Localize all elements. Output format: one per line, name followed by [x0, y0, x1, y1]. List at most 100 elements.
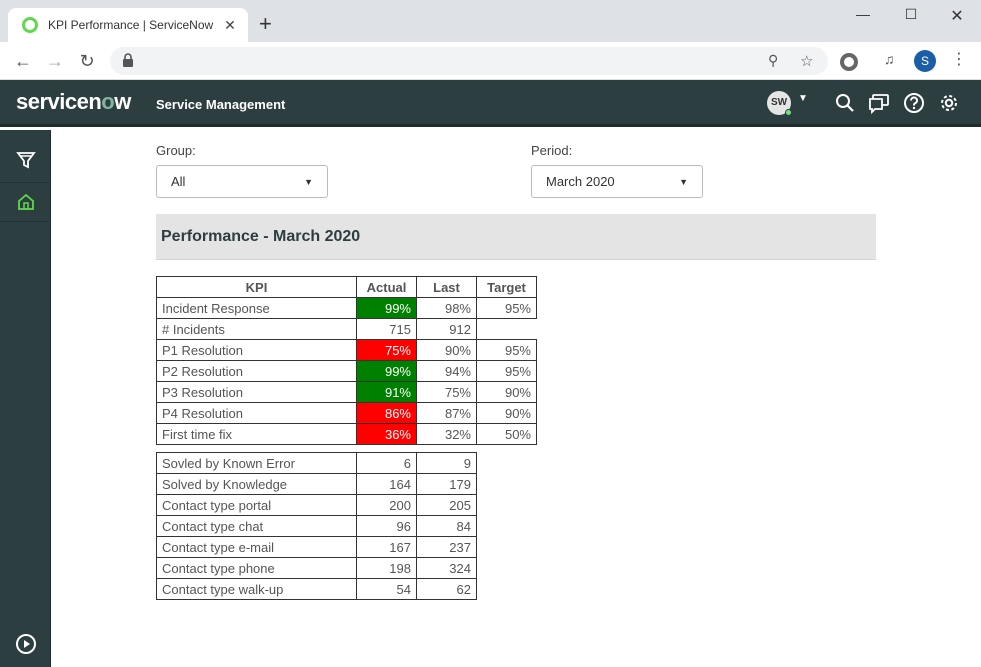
bookmark-star-icon[interactable]: ☆ — [800, 53, 814, 70]
kpi-last: 75% — [416, 381, 477, 403]
kpi-target — [476, 318, 537, 340]
table-row: Incident Response 99% 98% 95% — [156, 297, 537, 319]
group-select[interactable]: All ▼ — [156, 165, 328, 198]
table-row: Contact type chat 96 84 — [156, 515, 477, 537]
user-menu-caret-icon[interactable]: ▼ — [798, 93, 808, 104]
chevron-down-icon: ▼ — [304, 176, 313, 187]
period-select-value: March 2020 — [546, 174, 615, 189]
stat-actual: 164 — [356, 473, 417, 495]
kpi-last: 98% — [416, 297, 477, 319]
table-row: Contact type portal 200 205 — [156, 494, 477, 516]
table-row: Sovled by Known Error 6 9 — [156, 452, 477, 474]
kpi-name: P1 Resolution — [156, 339, 357, 361]
maximize-icon[interactable]: ☐ — [904, 6, 918, 22]
back-arrow-icon[interactable]: ← — [14, 51, 32, 71]
stat-last: 84 — [416, 515, 477, 537]
home-button[interactable] — [0, 182, 51, 222]
kpi-actual: 99% — [356, 297, 417, 319]
kpi-target: 95% — [476, 339, 537, 361]
play-button[interactable] — [0, 624, 51, 664]
online-status-dot — [785, 109, 792, 116]
kpi-target: 90% — [476, 402, 537, 424]
stat-last: 9 — [416, 452, 477, 474]
kpi-table: KPI Actual Last Target Incident Response… — [156, 276, 537, 445]
minimize-icon[interactable]: — — [856, 6, 870, 22]
profile-avatar[interactable]: S — [914, 50, 936, 72]
stat-name: Contact type phone — [156, 557, 357, 579]
kpi-actual: 99% — [356, 360, 417, 382]
media-control-icon[interactable]: ♫ — [884, 51, 895, 67]
stat-actual: 6 — [356, 452, 417, 474]
col-header-kpi: KPI — [156, 276, 357, 298]
kpi-actual: 75% — [356, 339, 417, 361]
period-label: Period: — [531, 143, 573, 158]
col-header-last: Last — [416, 276, 477, 298]
col-header-actual: Actual — [356, 276, 417, 298]
gear-icon[interactable] — [938, 92, 960, 114]
stat-name: Contact type walk-up — [156, 578, 357, 600]
browser-tab[interactable]: KPI Performance | ServiceNow ✕ — [8, 8, 248, 42]
stat-last: 324 — [416, 557, 477, 579]
chat-icon[interactable] — [868, 92, 890, 114]
main-content: Group: All ▼ Period: March 2020 ▼ Perfor… — [52, 130, 979, 667]
help-icon[interactable] — [903, 92, 925, 114]
table-row: Contact type walk-up 54 62 — [156, 578, 477, 600]
browser-toolbar: ← → ↻ ⚲ ☆ ♫ S ⋮ — [0, 42, 981, 80]
group-select-value: All — [171, 174, 186, 189]
search-icon[interactable] — [834, 92, 856, 114]
period-select[interactable]: March 2020 ▼ — [531, 165, 703, 198]
stat-actual: 198 — [356, 557, 417, 579]
tab-close-icon[interactable]: ✕ — [224, 16, 236, 33]
app-header: servicenow Service Management SW ▼ — [0, 80, 981, 127]
table-row: P2 Resolution 99% 94% 95% — [156, 360, 537, 382]
kpi-target: 90% — [476, 381, 537, 403]
new-tab-button[interactable]: + — [259, 11, 272, 36]
table-row: # Incidents 715 912 — [156, 318, 537, 340]
kpi-name: P4 Resolution — [156, 402, 357, 424]
stat-name: Sovled by Known Error — [156, 452, 357, 474]
filter-navigator-button[interactable] — [0, 140, 51, 180]
kpi-last: 32% — [416, 423, 477, 445]
stat-actual: 200 — [356, 494, 417, 516]
table-row: P4 Resolution 86% 87% 90% — [156, 402, 537, 424]
user-avatar[interactable]: SW — [767, 91, 791, 115]
play-circle-icon — [15, 634, 36, 654]
app-name: Service Management — [156, 97, 286, 112]
stat-last: 237 — [416, 536, 477, 558]
kpi-actual: 86% — [356, 402, 417, 424]
table-row: P1 Resolution 75% 90% 95% — [156, 339, 537, 361]
kpi-target: 95% — [476, 360, 537, 382]
kpi-last: 90% — [416, 339, 477, 361]
kpi-actual: 715 — [356, 318, 417, 340]
stat-last: 205 — [416, 494, 477, 516]
performance-header: Performance - March 2020 — [156, 214, 876, 260]
servicenow-logo[interactable]: servicenow — [16, 89, 131, 114]
kpi-target: 50% — [476, 423, 537, 445]
stat-name: Contact type portal — [156, 494, 357, 516]
page-title: Performance - March 2020 — [161, 227, 361, 245]
browser-menu-icon[interactable]: ⋮ — [951, 51, 967, 68]
kpi-name: P2 Resolution — [156, 360, 357, 382]
stat-name: Solved by Knowledge — [156, 473, 357, 495]
kpi-last: 94% — [416, 360, 477, 382]
kpi-name: # Incidents — [156, 318, 357, 340]
left-sidebar — [0, 130, 51, 667]
table-row: Solved by Knowledge 164 179 — [156, 473, 477, 495]
table-row: P3 Resolution 91% 75% 90% — [156, 381, 537, 403]
kpi-name: Incident Response — [156, 297, 357, 319]
extension-icon[interactable] — [840, 53, 858, 71]
table-row: Contact type phone 198 324 — [156, 557, 477, 579]
forward-arrow-icon[interactable]: → — [46, 51, 64, 71]
chevron-down-icon: ▼ — [679, 176, 688, 187]
reload-icon[interactable]: ↻ — [79, 51, 95, 71]
servicenow-favicon-icon — [22, 17, 38, 33]
key-icon[interactable]: ⚲ — [768, 52, 779, 68]
table-row: Contact type e-mail 167 237 — [156, 536, 477, 558]
table-row: First time fix 36% 32% 50% — [156, 423, 537, 445]
kpi-actual: 36% — [356, 423, 417, 445]
address-bar[interactable]: ⚲ ☆ — [110, 47, 828, 75]
browser-tabstrip: KPI Performance | ServiceNow ✕ + — ☐ ✕ — [0, 0, 981, 42]
kpi-name: First time fix — [156, 423, 357, 445]
window-close-icon[interactable]: ✕ — [950, 8, 964, 25]
kpi-actual: 91% — [356, 381, 417, 403]
